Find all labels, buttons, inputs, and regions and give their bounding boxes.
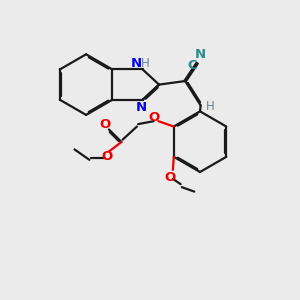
Text: C: C [187, 59, 196, 72]
Text: O: O [148, 110, 160, 124]
Text: H: H [206, 100, 214, 112]
Text: O: O [101, 150, 112, 163]
Text: N: N [130, 57, 142, 70]
Text: H: H [141, 57, 150, 70]
Text: N: N [195, 48, 206, 61]
Text: O: O [164, 170, 175, 184]
Text: N: N [136, 101, 147, 114]
Text: O: O [99, 118, 110, 131]
